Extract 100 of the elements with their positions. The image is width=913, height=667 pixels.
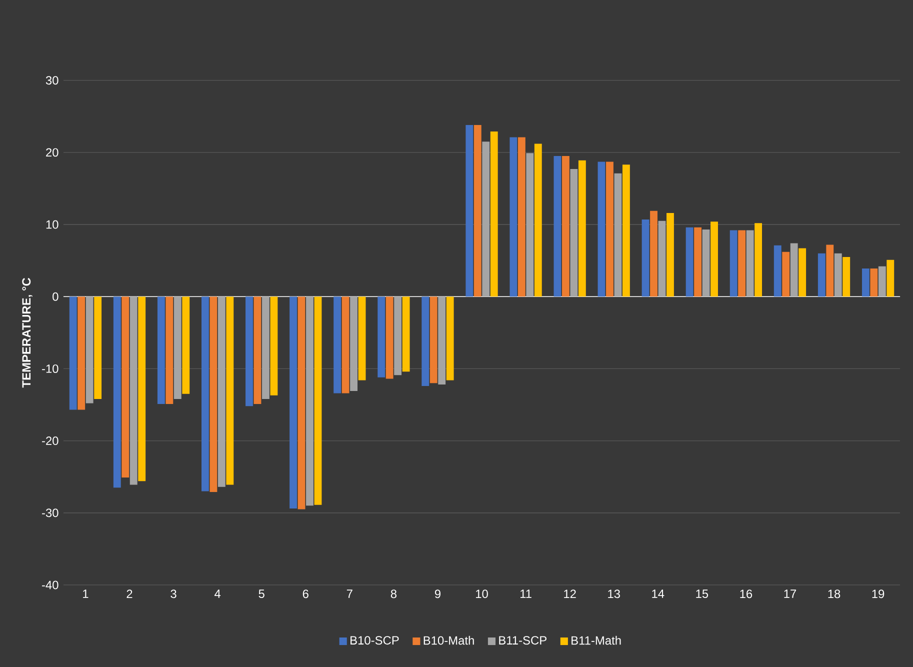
bar [818,253,826,296]
bar [254,296,262,404]
bar [130,296,138,485]
bar [226,296,234,485]
y-tick-label: 0 [52,292,58,301]
x-tick-label: 13 [608,589,620,598]
bar [394,296,402,376]
bar [570,168,578,296]
bar [78,296,86,410]
bar [69,296,77,410]
bar [746,230,754,296]
y-axis-title: TEMPERATURE, °C [22,278,32,388]
bar [510,137,518,296]
bar [430,296,438,383]
bar [842,256,850,296]
x-tick-label: 3 [170,589,176,598]
bar [386,296,394,379]
bar [358,296,366,380]
legend-label: B11-SCP [499,636,546,644]
bar [306,296,314,506]
bar [210,296,218,492]
bar [490,131,498,296]
bar [826,244,834,296]
bar [174,296,182,399]
x-tick-label: 15 [696,589,708,598]
bar [754,222,762,296]
bar [554,156,562,296]
bar [790,243,798,296]
x-tick-label: 7 [346,589,352,598]
bar [438,296,446,384]
x-tick-label: 17 [784,589,796,598]
bar [686,227,694,296]
bar [738,230,746,296]
bar [622,164,630,296]
y-tick-label: 20 [46,148,58,157]
y-tick-label: -20 [42,436,58,445]
y-tick-label: 10 [46,220,58,229]
bar [157,296,165,404]
x-tick-label: 9 [434,589,440,598]
bar [422,296,430,386]
bar [578,160,586,296]
bar [182,296,190,394]
y-tick-label: 30 [46,76,58,84]
bar [86,296,94,404]
bar [466,124,474,296]
x-tick-label: 5 [258,589,264,598]
bar [402,296,410,372]
bar [138,296,146,482]
legend-label: B10-Math [424,636,474,645]
bar [730,230,738,296]
bar [614,173,622,296]
bar [782,252,790,296]
bar [658,220,666,296]
bar [342,296,350,394]
bar [562,156,570,296]
bar [378,296,386,378]
bar [122,296,130,478]
x-tick-label: 19 [872,589,884,598]
bar [642,219,650,296]
bar [246,296,253,406]
legend-label: B10-SCP [350,636,399,644]
bar [166,296,174,404]
bar [606,162,614,296]
bar [650,210,658,296]
bar [710,221,718,296]
x-tick-label: 18 [828,589,840,598]
bar [886,260,894,296]
x-tick-label: 4 [214,589,221,598]
bar [598,162,606,296]
bar [694,227,702,296]
bar [518,137,526,296]
bar [290,296,297,508]
bar [218,296,226,487]
bar [870,268,878,296]
bar [350,296,358,391]
bar [94,296,102,399]
bar [201,296,209,492]
bar [702,229,710,296]
x-tick-label: 11 [520,589,532,598]
bar [113,296,121,488]
bar [270,296,278,396]
bar [482,141,490,296]
bar [666,212,674,296]
x-tick-label: 16 [740,589,752,598]
bar [774,245,782,296]
x-tick-label: 6 [302,589,308,598]
bar [298,296,306,510]
bar [878,266,886,296]
bar [446,296,454,380]
x-tick-label: 14 [652,589,664,598]
y-tick-label: -10 [42,364,58,373]
bar [798,248,806,296]
bar [526,153,534,296]
x-tick-label: 12 [564,589,576,598]
y-tick-label: -30 [42,508,58,517]
legend-label: B11-Math [572,636,621,645]
bar [862,268,870,296]
bar [314,296,322,505]
bar [262,296,270,399]
x-tick-label: 10 [476,589,488,598]
